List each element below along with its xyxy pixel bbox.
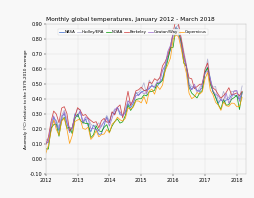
Line: NASA: NASA xyxy=(46,27,242,144)
Berkeley xyxy=(203,68,207,70)
Berkeley xyxy=(222,94,225,97)
Legend: NASA, Hadley/ERA, NOAA, Berkeley, Cowtan/Way, Copernicus: NASA, Hadley/ERA, NOAA, Berkeley, Cowtan… xyxy=(58,29,208,35)
Hadley/ERA xyxy=(63,109,66,111)
Berkeley xyxy=(201,83,204,85)
NOAA xyxy=(203,71,207,73)
Copernicus xyxy=(203,78,207,80)
NASA xyxy=(222,102,225,104)
Cowtan/Way xyxy=(206,70,209,72)
Cowtan/Way xyxy=(174,27,177,30)
Berkeley xyxy=(241,90,244,92)
Hadley/ERA xyxy=(198,86,201,89)
Hadley/ERA xyxy=(241,85,244,87)
Hadley/ERA xyxy=(177,24,180,26)
Copernicus xyxy=(174,34,177,36)
Copernicus xyxy=(196,91,199,94)
Hadley/ERA xyxy=(44,138,47,140)
Berkeley xyxy=(174,19,177,21)
Cowtan/Way xyxy=(203,72,207,74)
Y-axis label: Anomaly (°C) relative to the 1979-2010 average: Anomaly (°C) relative to the 1979-2010 a… xyxy=(24,49,28,149)
Berkeley xyxy=(44,144,47,146)
NOAA xyxy=(241,91,244,93)
NOAA xyxy=(225,104,228,106)
Line: NOAA: NOAA xyxy=(46,28,242,149)
Cowtan/Way xyxy=(225,92,228,94)
Line: Hadley/ERA: Hadley/ERA xyxy=(46,25,242,142)
NOAA xyxy=(198,92,201,94)
Line: Berkeley: Berkeley xyxy=(46,20,242,145)
Cowtan/Way xyxy=(44,140,47,143)
Cowtan/Way xyxy=(211,89,214,92)
NOAA xyxy=(211,90,214,92)
Cowtan/Way xyxy=(198,90,201,93)
NASA xyxy=(241,91,244,93)
NOAA xyxy=(47,148,50,150)
Berkeley xyxy=(196,85,199,88)
Berkeley xyxy=(209,82,212,84)
NOAA xyxy=(174,27,177,30)
Copernicus xyxy=(201,90,204,93)
Line: Copernicus: Copernicus xyxy=(46,35,242,153)
NASA xyxy=(60,115,63,118)
Hadley/ERA xyxy=(211,86,214,88)
Hadley/ERA xyxy=(47,141,50,143)
NASA xyxy=(174,26,177,28)
NASA xyxy=(196,89,199,92)
Copernicus xyxy=(209,89,212,91)
Text: Monthly global temperatures, January 2012 - March 2018: Monthly global temperatures, January 201… xyxy=(46,17,214,22)
Copernicus xyxy=(60,120,63,123)
Berkeley xyxy=(60,107,63,109)
Hadley/ERA xyxy=(225,98,228,100)
NASA xyxy=(209,77,212,79)
Line: Cowtan/Way: Cowtan/Way xyxy=(46,29,242,142)
NASA xyxy=(201,87,204,89)
NASA xyxy=(203,71,207,74)
NOAA xyxy=(44,148,47,150)
NASA xyxy=(44,142,47,145)
Cowtan/Way xyxy=(47,141,50,144)
Cowtan/Way xyxy=(241,92,244,95)
Hadley/ERA xyxy=(203,72,207,75)
Copernicus xyxy=(241,96,244,98)
Cowtan/Way xyxy=(63,111,66,113)
NOAA xyxy=(63,116,66,119)
Hadley/ERA xyxy=(206,58,209,60)
Copernicus xyxy=(44,152,47,155)
Copernicus xyxy=(222,101,225,103)
NOAA xyxy=(206,67,209,69)
